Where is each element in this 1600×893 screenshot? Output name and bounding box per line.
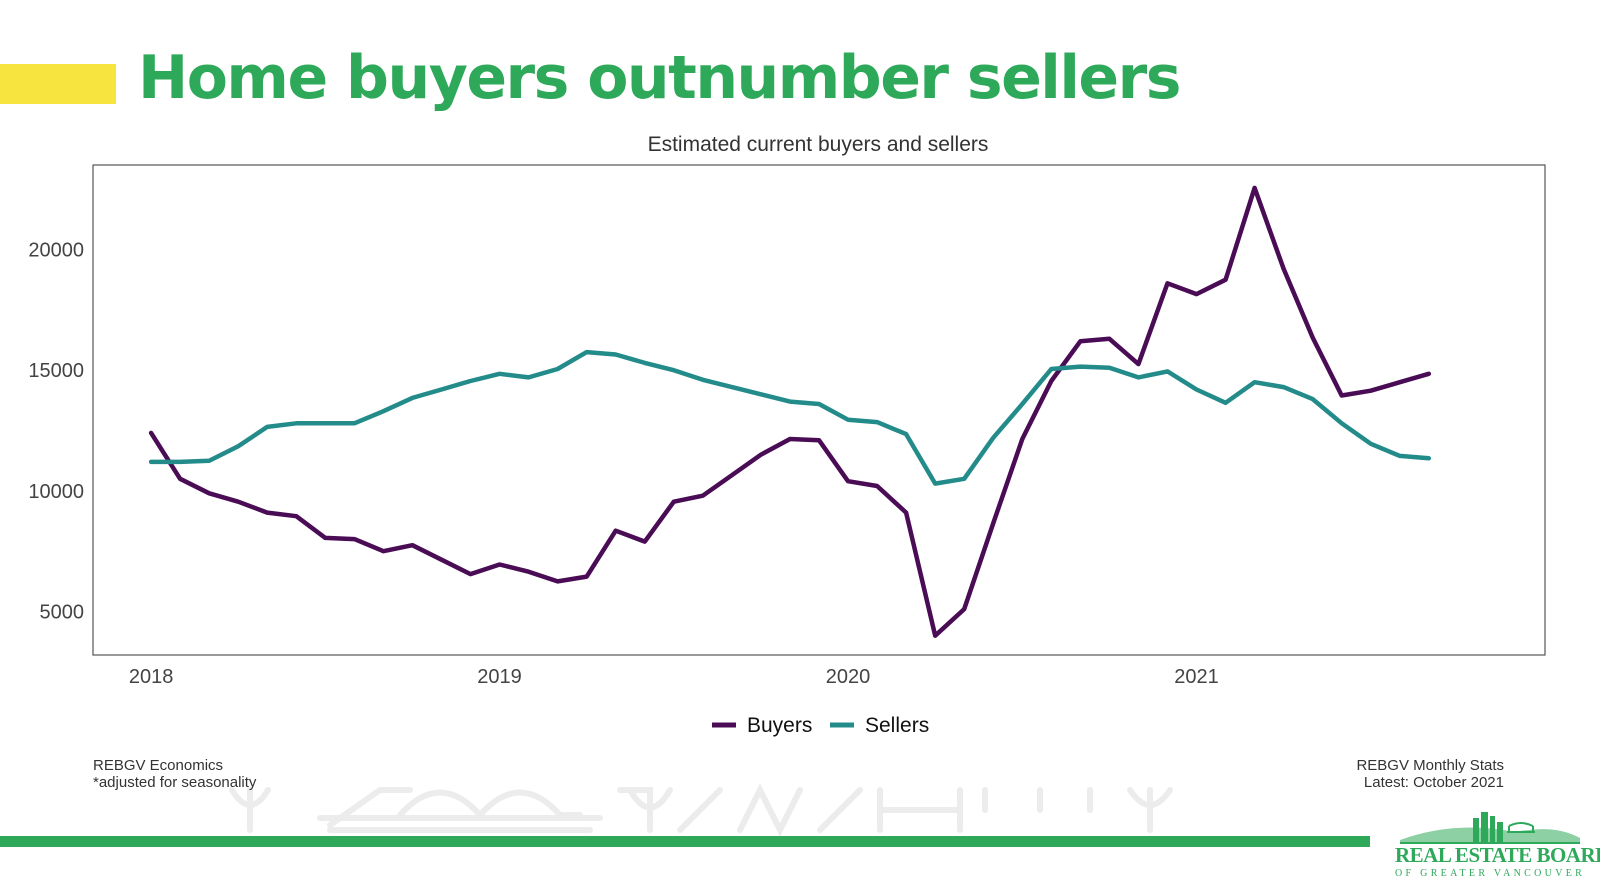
bottom-green-bar xyxy=(0,836,1370,847)
y-tick-label: 15000 xyxy=(28,360,84,382)
x-tick-label: 2018 xyxy=(129,666,174,688)
legend-label-buyers: Buyers xyxy=(747,714,812,737)
x-tick-label: 2019 xyxy=(477,666,522,688)
logo-name: REAL ESTATE BOARD xyxy=(1395,843,1600,867)
series-line-buyers xyxy=(148,185,1432,638)
y-tick-label: 5000 xyxy=(40,602,85,624)
y-tick-label: 20000 xyxy=(28,239,84,261)
source-note: REBGV Economics *adjusted for seasonalit… xyxy=(93,757,256,791)
accent-bar xyxy=(0,64,116,104)
legend-label-sellers: Sellers xyxy=(865,714,929,737)
legend: Buyers Sellers xyxy=(712,714,929,737)
chart-title: Estimated current buyers and sellers xyxy=(648,133,989,156)
logo-subtitle: OF GREATER VANCOUVER xyxy=(1395,868,1586,879)
source-label: REBGV Economics xyxy=(93,757,224,774)
rebgv-logo: REAL ESTATE BOARD OF GREATER VANCOUVER xyxy=(1395,810,1600,885)
plot-frame xyxy=(92,164,1546,656)
stats-note: REBGV Monthly Stats Latest: October 2021 xyxy=(1356,757,1504,791)
logo-skyline-icon xyxy=(1400,812,1580,844)
seasonality-note: *adjusted for seasonality xyxy=(93,774,257,791)
stats-label: REBGV Monthly Stats xyxy=(1356,757,1504,774)
y-tick-label: 10000 xyxy=(28,481,84,503)
slide-title: Home buyers outnumber sellers xyxy=(138,43,1181,113)
x-tick-label: 2021 xyxy=(1174,666,1219,688)
series-line-sellers xyxy=(148,349,1432,486)
x-tick-label: 2020 xyxy=(826,666,871,688)
latest-date-label: Latest: October 2021 xyxy=(1363,774,1504,791)
